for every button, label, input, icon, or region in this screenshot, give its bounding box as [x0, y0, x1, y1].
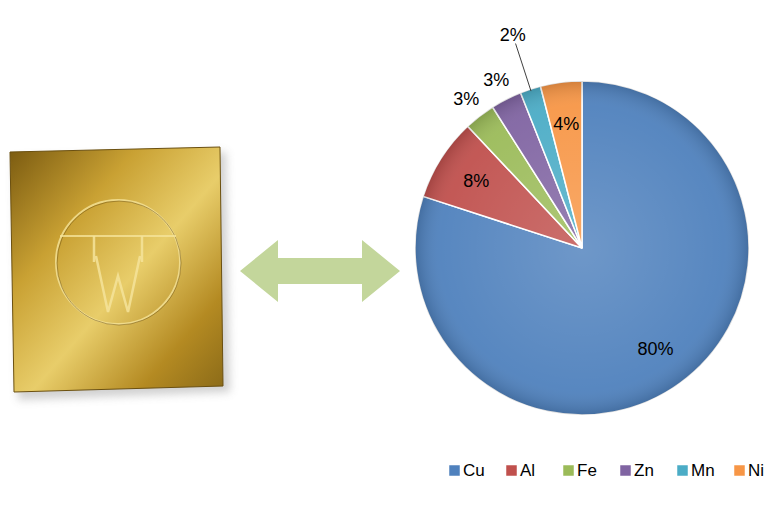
legend-swatch	[620, 465, 631, 476]
pie-slices	[415, 81, 749, 415]
figure: 80% 8% 3%3% 2% 4% Cu Al Fe Zn Mn Ni	[0, 0, 778, 516]
data-label: 2%	[500, 25, 526, 45]
double-arrow	[240, 240, 400, 302]
legend-label: Zn	[634, 461, 654, 480]
data-labels: 80% 8% 3%3% 2% 4%	[453, 25, 673, 359]
data-label: 3%	[453, 89, 479, 109]
emboss-ring-shadow	[57, 201, 181, 325]
legend-label: Fe	[577, 461, 597, 480]
pie-shading	[415, 81, 749, 415]
emboss-tooth	[94, 236, 142, 312]
data-label: 4%	[553, 114, 579, 134]
emboss-line	[60, 235, 176, 237]
legend-swatch	[563, 465, 574, 476]
data-label: 3%	[483, 70, 509, 90]
legend-swatch	[506, 465, 517, 476]
gold-plate	[10, 147, 230, 400]
data-label: 80%	[638, 339, 674, 359]
legend-swatch	[734, 465, 745, 476]
emboss-ring	[56, 200, 180, 324]
legend-swatch	[677, 465, 688, 476]
legend-label: Cu	[463, 461, 485, 480]
pie-slice	[415, 81, 749, 415]
leader-line	[516, 44, 531, 92]
legend-label: Ni	[748, 461, 764, 480]
plate	[10, 147, 223, 392]
legend-label: Mn	[691, 461, 715, 480]
pie-slice	[540, 81, 582, 248]
legend-swatch	[449, 465, 460, 476]
legend: Cu Al Fe Zn Mn Ni	[449, 461, 764, 480]
legend-label: Al	[520, 461, 535, 480]
data-label: 8%	[463, 171, 489, 191]
